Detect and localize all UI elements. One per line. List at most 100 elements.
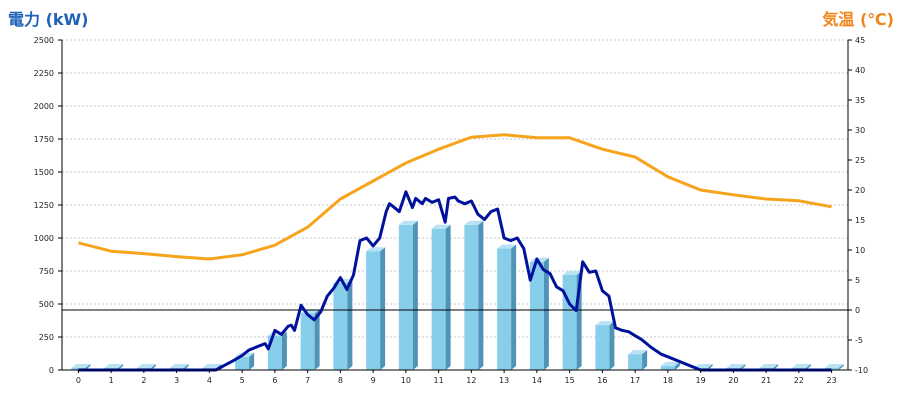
right-tick-label: 35 [855, 96, 865, 105]
right-tick-label: 5 [855, 276, 860, 285]
bar-side [543, 257, 549, 370]
bar-side [347, 278, 353, 370]
bar [628, 354, 643, 370]
x-tick-label: 20 [728, 376, 738, 385]
right-axis-title: 気温 (℃) [822, 10, 894, 29]
left-tick-label: 2250 [34, 69, 54, 78]
x-tick-label: 0 [76, 376, 81, 385]
bar [562, 274, 577, 370]
bar-side [478, 220, 484, 370]
bar-side [412, 220, 418, 370]
bar-side [674, 362, 680, 370]
x-tick-label: 8 [338, 376, 343, 385]
temperature-line [78, 133, 832, 261]
x-tick-label: 16 [597, 376, 607, 385]
bar-side [249, 352, 255, 370]
right-tick-label: -5 [855, 336, 863, 345]
left-tick-label: 250 [39, 333, 54, 342]
bar-top [628, 350, 648, 355]
bar-top [726, 364, 746, 369]
left-tick-label: 1750 [34, 135, 54, 144]
x-tick-label: 1 [109, 376, 114, 385]
left-tick-label: 1500 [34, 168, 54, 177]
bar-side [609, 321, 615, 370]
bar [595, 325, 610, 370]
bar [431, 228, 446, 370]
x-tick-label: 15 [565, 376, 575, 385]
bar-top [562, 270, 582, 275]
bar-side [281, 331, 287, 370]
bar-side [445, 224, 451, 370]
x-tick-label: 17 [630, 376, 640, 385]
power-line [78, 190, 832, 372]
left-tick-label: 2000 [34, 102, 54, 111]
right-tick-label: 25 [855, 156, 865, 165]
right-tick-label: 20 [855, 186, 865, 195]
bar [497, 248, 512, 370]
bar-top [824, 364, 844, 369]
bar-side [314, 309, 320, 370]
x-tick-label: 6 [272, 376, 277, 385]
lines-layer [62, 133, 848, 372]
bar-top [791, 364, 811, 369]
right-tick-label: 0 [855, 306, 860, 315]
right-tick-label: 40 [855, 66, 865, 75]
bar-top [169, 364, 189, 369]
bar-top [759, 364, 779, 369]
left-tick-label: 0 [49, 366, 54, 375]
x-tick-label: 12 [466, 376, 476, 385]
bar [398, 224, 413, 370]
bar [71, 368, 86, 370]
x-tick-label: 13 [499, 376, 509, 385]
bar [529, 261, 544, 370]
bar-top [595, 321, 615, 326]
bar-top [464, 220, 484, 225]
bar [464, 224, 479, 370]
bar-side [380, 247, 386, 370]
bar-top [660, 362, 680, 367]
x-tick-label: 9 [371, 376, 376, 385]
bar [235, 356, 250, 370]
x-tick-label: 2 [141, 376, 146, 385]
bar [333, 282, 348, 370]
x-tick-label: 19 [696, 376, 706, 385]
bar-top [529, 257, 549, 262]
right-tick-label: 10 [855, 246, 865, 255]
right-tick-label: 30 [855, 126, 865, 135]
left-tick-label: 500 [39, 300, 54, 309]
bar-top [398, 220, 418, 225]
bar [300, 313, 315, 370]
x-tick-label: 23 [827, 376, 837, 385]
x-tick-label: 11 [434, 376, 444, 385]
bar-top [202, 364, 222, 369]
bar-top [136, 364, 156, 369]
x-tick-label: 7 [305, 376, 310, 385]
bar-side [511, 244, 517, 370]
bar [660, 366, 675, 370]
right-tick-label: 45 [855, 36, 865, 45]
bar-side [838, 364, 844, 370]
bar-top [431, 224, 451, 229]
right-tick-label: 15 [855, 216, 865, 225]
left-tick-label: 2500 [34, 36, 54, 45]
x-tick-label: 4 [207, 376, 212, 385]
bar-top [693, 364, 713, 369]
left-tick-label: 1000 [34, 234, 54, 243]
bar-top [104, 364, 124, 369]
bar [366, 251, 381, 370]
x-tick-label: 18 [663, 376, 673, 385]
left-tick-label: 750 [39, 267, 54, 276]
bar-top [71, 364, 91, 369]
grid-layer [62, 39, 848, 338]
x-tick-label: 3 [174, 376, 179, 385]
bar-top [497, 244, 517, 249]
left-tick-label: 1250 [34, 201, 54, 210]
x-tick-label: 10 [401, 376, 411, 385]
left-axis-title: 電力 (kW) [8, 10, 89, 29]
bars-layer [71, 220, 844, 370]
bar-side [642, 350, 648, 370]
right-tick-label: -10 [855, 366, 868, 375]
x-tick-label: 21 [761, 376, 771, 385]
axes-layer: 02505007501000125015001750200022502500-1… [34, 36, 868, 385]
bar [824, 368, 839, 370]
